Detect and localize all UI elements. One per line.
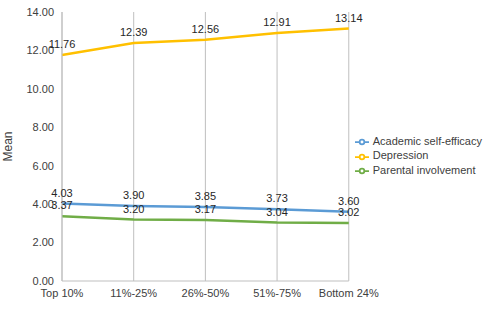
svg-text:Mean: Mean	[8, 131, 15, 161]
svg-text:3.85: 3.85	[195, 190, 216, 202]
html-text:Depression: Depression	[372, 149, 429, 162]
svg-text:13.14: 13.14	[335, 12, 363, 24]
svg-text:2.00: 2.00	[33, 236, 54, 248]
svg-text:3.60: 3.60	[338, 195, 359, 207]
svg-text:3.73: 3.73	[266, 192, 287, 204]
svg-text:12.00: 12.00	[26, 44, 54, 57]
svg-text:3.17: 3.17	[195, 203, 216, 215]
html-text:Academic self-efficacy: Academic self-efficacy	[372, 135, 482, 148]
svg-text:51%-75%: 51%-75%	[253, 287, 301, 299]
svg-text:0.00: 0.00	[33, 275, 54, 287]
html-text:Parental involvement: Parental involvement	[372, 163, 476, 176]
svg-text:Bottom 24%: Bottom 24%	[319, 287, 379, 299]
svg-text:3.37: 3.37	[51, 199, 72, 211]
svg-text:11.76: 11.76	[49, 38, 76, 50]
svg-text:4.00: 4.00	[32, 198, 54, 210]
svg-text:26%-50%: 26%-50%	[182, 287, 230, 299]
svg-text:12.91: 12.91	[263, 16, 291, 28]
svg-text:12.39: 12.39	[120, 26, 148, 38]
svg-text:4.03: 4.03	[51, 187, 72, 199]
svg-text:3.04: 3.04	[266, 206, 287, 218]
svg-text:8.00: 8.00	[33, 121, 54, 133]
svg-text:12.56: 12.56	[192, 23, 220, 35]
svg-text:3.02: 3.02	[338, 206, 359, 218]
svg-text:11%-25%: 11%-25%	[110, 287, 157, 299]
svg-text:3.90: 3.90	[123, 189, 144, 201]
svg-text:10.00: 10.00	[26, 83, 54, 95]
svg-text:Top 10%: Top 10%	[41, 287, 84, 299]
svg-text:14.00: 14.00	[26, 6, 54, 18]
svg-text:6.00: 6.00	[33, 160, 54, 172]
svg-text:3.20: 3.20	[123, 203, 144, 215]
